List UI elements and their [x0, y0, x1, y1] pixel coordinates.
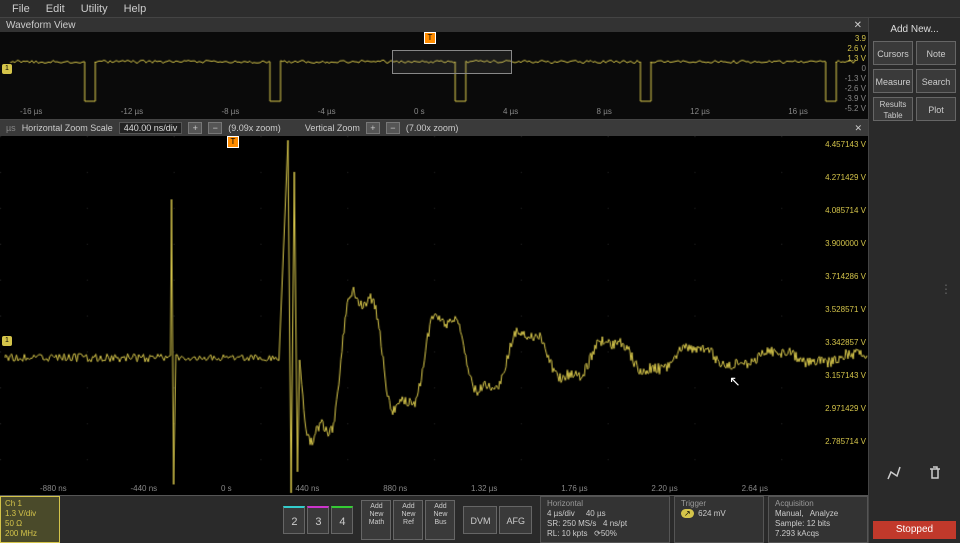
main-x-ticks: -880 ns-440 ns0 s440 ns880 ns1.32 µs1.76…	[0, 484, 808, 493]
measure-button[interactable]: Measure	[873, 69, 913, 93]
channel-2-button[interactable]: 2	[283, 506, 305, 534]
bottom-bar: Ch 1 1.3 V/div 50 Ω 200 MHz 2 3 4 AddNew…	[0, 495, 868, 543]
menu-utility[interactable]: Utility	[73, 1, 116, 17]
channel-marker-main[interactable]: 1	[2, 336, 12, 346]
channel-badge[interactable]: Ch 1 1.3 V/div 50 Ω 200 MHz	[0, 496, 60, 543]
channel-bandwidth: 200 MHz	[5, 529, 55, 539]
add-ref-button[interactable]: AddNewRef	[393, 500, 423, 540]
more-dots-icon[interactable]: ⋮	[873, 282, 956, 296]
zoom-bar: µs Horizontal Zoom Scale 440.00 ns/div +…	[0, 120, 868, 136]
add-math-button[interactable]: AddNewMath	[361, 500, 391, 540]
waveform-header: Waveform View ✕	[0, 18, 868, 32]
zoom-close-icon[interactable]: ✕	[854, 123, 862, 134]
channel-scale: 1.3 V/div	[5, 509, 55, 519]
note-button[interactable]: Note	[916, 41, 956, 65]
horizontal-title: Horizontal	[547, 499, 663, 509]
hzoom-minus-button[interactable]: −	[208, 122, 222, 134]
status-stopped[interactable]: Stopped	[873, 521, 956, 539]
plot-button[interactable]: Plot	[916, 97, 956, 121]
waveform-title: Waveform View	[6, 20, 75, 31]
menu-help[interactable]: Help	[116, 1, 155, 17]
overview-x-ticks: -16 µs-12 µs-8 µs-4 µs0 s4 µs8 µs12 µs16…	[0, 107, 828, 119]
channel-4-button[interactable]: 4	[331, 506, 353, 534]
vzoom-label: Vertical Zoom	[305, 123, 360, 133]
search-button[interactable]: Search	[916, 69, 956, 93]
window-close-icon[interactable]: ✕	[854, 20, 862, 31]
main-waveform	[0, 136, 868, 495]
menu-file[interactable]: File	[4, 1, 38, 17]
vzoom-factor: (7.00x zoom)	[406, 123, 459, 133]
trigger-edge-icon: ↗	[681, 509, 694, 518]
results-table-button[interactable]: Results Table	[873, 97, 913, 121]
vzoom-minus-button[interactable]: −	[386, 122, 400, 134]
main-scope-pane[interactable]: T 1 4.457143 V4.271429 V4.085714 V3.9000…	[0, 136, 868, 495]
menubar: File Edit Utility Help	[0, 0, 960, 18]
overview-y-labels: 3.92.6 V1.3 V0-1.3 V-2.6 V-3.9 V-5.2 V	[845, 34, 866, 114]
right-panel: Add New... Cursors Note Measure Search R…	[868, 18, 960, 543]
hzoom-factor: (9.09x zoom)	[228, 123, 281, 133]
trigger-info[interactable]: Trigger ↗ 624 mV	[674, 496, 764, 543]
channel-name: Ch 1	[5, 499, 55, 509]
draw-tool-icon[interactable]	[882, 461, 906, 485]
cursors-button[interactable]: Cursors	[873, 41, 913, 65]
zoom-selection-box[interactable]	[392, 50, 512, 74]
trigger-title: Trigger	[681, 499, 757, 509]
hzoom-label: Horizontal Zoom Scale	[22, 123, 113, 133]
main-y-labels: 4.457143 V4.271429 V4.085714 V3.900000 V…	[825, 140, 866, 470]
channel-impedance: 50 Ω	[5, 519, 55, 529]
afg-button[interactable]: AFG	[499, 506, 532, 534]
channel-marker-overview[interactable]: 1	[2, 64, 12, 74]
trigger-marker-overview[interactable]: T	[424, 32, 436, 44]
trigger-marker-main[interactable]: T	[227, 136, 239, 148]
trash-icon[interactable]	[923, 461, 947, 485]
hzoom-plus-button[interactable]: +	[188, 122, 202, 134]
add-bus-button[interactable]: AddNewBus	[425, 500, 455, 540]
cursor-pointer-icon: ↖	[729, 373, 741, 390]
vzoom-plus-button[interactable]: +	[366, 122, 380, 134]
add-new-title: Add New...	[873, 22, 956, 37]
overview-waveform	[0, 32, 868, 119]
horizontal-info[interactable]: Horizontal 4 µs/div 40 µs SR: 250 MS/s 4…	[540, 496, 670, 543]
overview-pane[interactable]: T 1 3.92.6 V1.3 V0-1.3 V-2.6 V-3.9 V-5.2…	[0, 32, 868, 120]
menu-edit[interactable]: Edit	[38, 1, 73, 17]
zoom-unit-label: µs	[6, 123, 16, 133]
channel-3-button[interactable]: 3	[307, 506, 329, 534]
acquisition-info[interactable]: Acquisition Manual, Analyze Sample: 12 b…	[768, 496, 868, 543]
acquisition-title: Acquisition	[775, 499, 861, 509]
hzoom-value[interactable]: 440.00 ns/div	[119, 122, 183, 134]
dvm-button[interactable]: DVM	[463, 506, 497, 534]
